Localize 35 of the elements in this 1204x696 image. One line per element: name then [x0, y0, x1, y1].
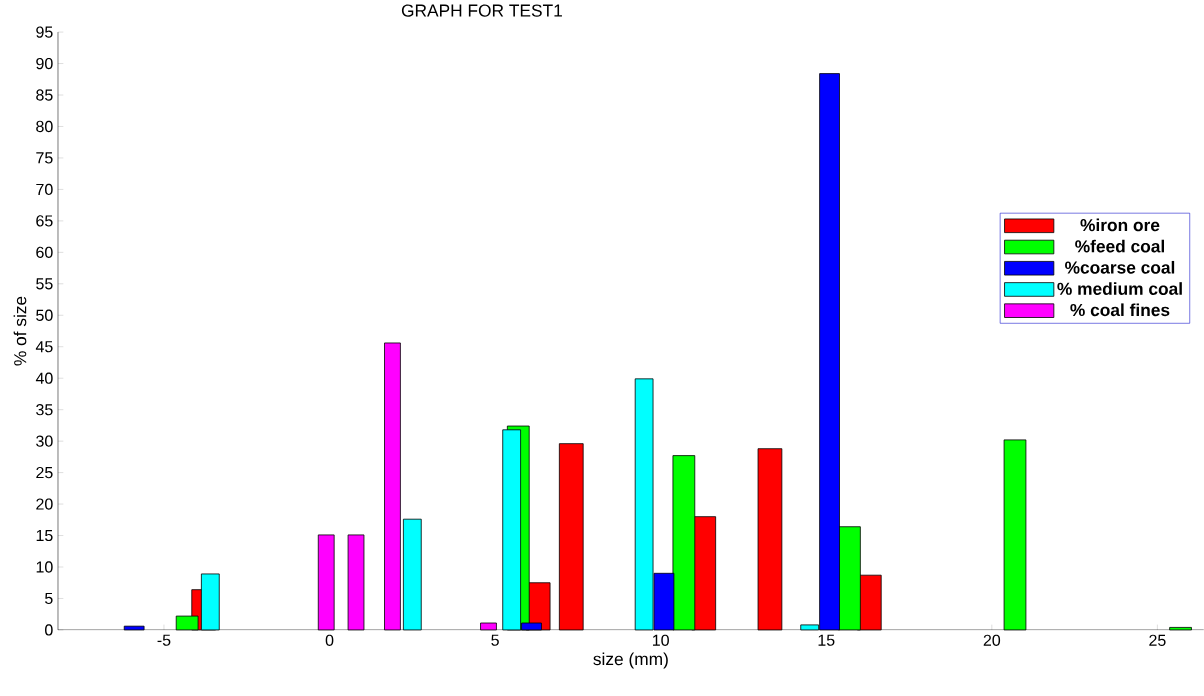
y-tick-label: 35 [36, 404, 53, 416]
legend-label: % coal fines [1070, 303, 1170, 317]
y-tick-label: 80 [36, 120, 53, 133]
y-tick-label: 65 [36, 215, 53, 227]
x-tick-label: 25 [1149, 634, 1166, 646]
y-tick-label: 25 [36, 466, 53, 479]
legend-label: %iron ore [1080, 218, 1160, 232]
chart-title: GRAPH FOR TEST1 [401, 4, 562, 17]
x-axis-title: size (mm) [593, 652, 668, 669]
y-tick-label: 0 [45, 624, 53, 636]
y-tick-label: 15 [36, 530, 53, 542]
legend-label: %coarse coal [1065, 260, 1175, 274]
x-tick-label: 10 [652, 634, 669, 646]
y-tick-label: 60 [36, 246, 53, 259]
y-tick-label: 40 [35, 372, 53, 384]
x-tick-label: 15 [818, 634, 835, 646]
y-tick-label: 55 [36, 278, 53, 290]
y-tick-label: 50 [36, 309, 53, 321]
y-tick-label: 70 [36, 183, 53, 196]
x-tick-label: -5 [157, 634, 171, 646]
y-tick-label: 5 [45, 592, 53, 605]
y-tick-label: 45 [35, 341, 53, 353]
x-tick-label: 5 [491, 634, 499, 646]
y-tick-label: 95 [36, 26, 53, 38]
legend-label: %feed coal [1075, 239, 1165, 253]
y-axis-title: % of size [13, 296, 27, 366]
y-tick-label: 75 [36, 152, 53, 164]
y-tick-label: 20 [36, 498, 53, 510]
y-tick-label: 30 [36, 435, 53, 447]
legend-label: % medium coal [1057, 282, 1182, 295]
x-tick-label: 20 [983, 634, 1001, 646]
x-tick-label: 0 [325, 634, 334, 646]
y-tick-label: 90 [36, 57, 53, 70]
y-tick-label: 85 [36, 89, 53, 101]
y-tick-label: 10 [36, 561, 53, 573]
